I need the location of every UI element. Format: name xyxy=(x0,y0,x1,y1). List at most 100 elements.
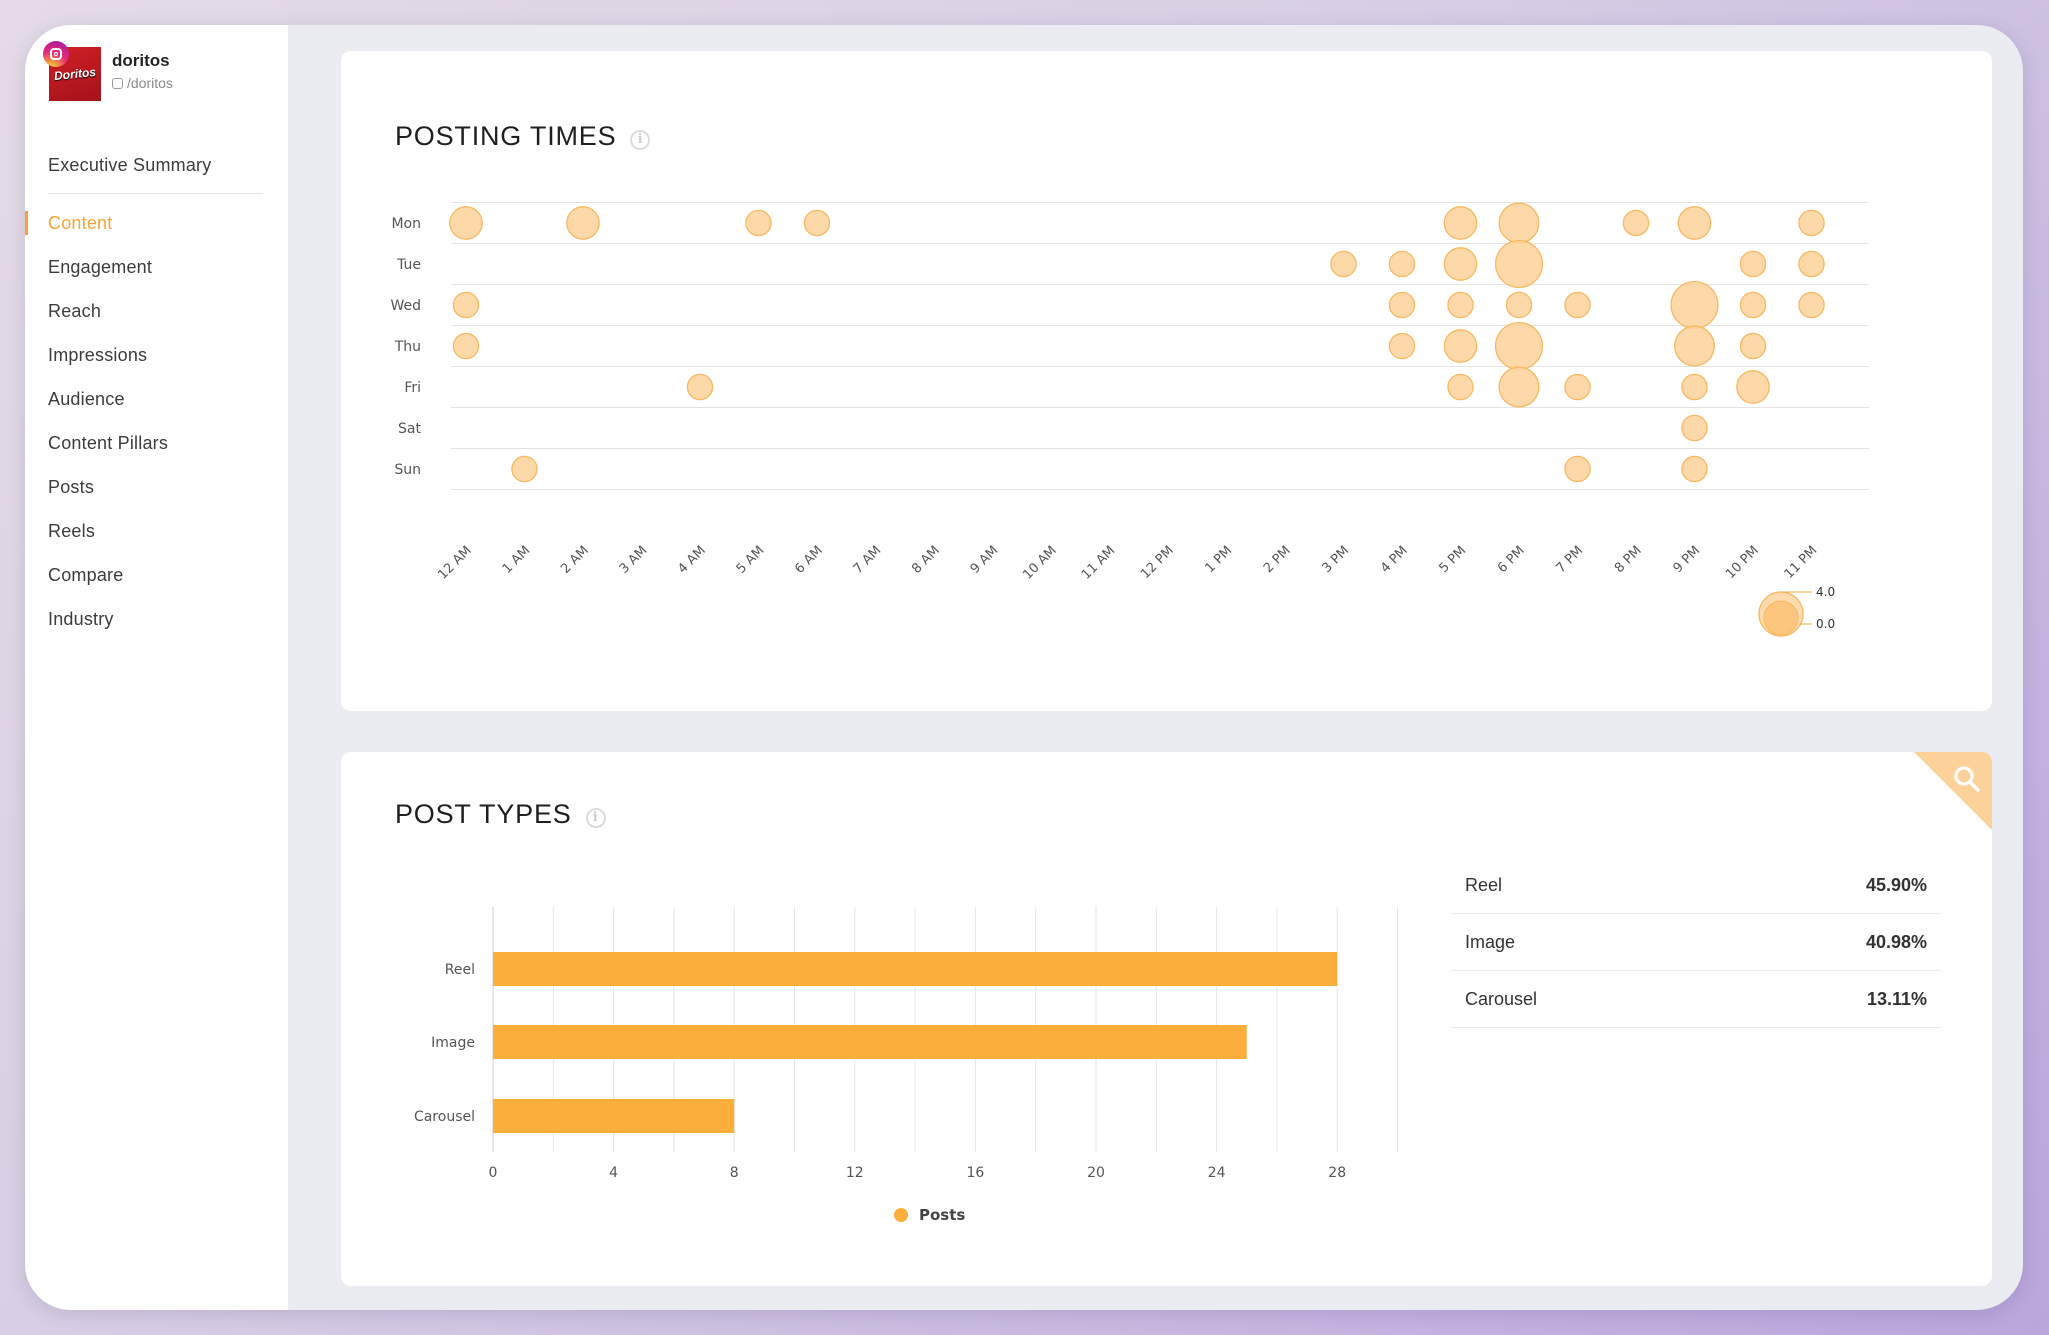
x-tick-label: 16 xyxy=(966,1165,984,1181)
sidebar-item-reach[interactable]: Reach xyxy=(48,301,102,321)
y-tick-label: Tue xyxy=(396,257,421,273)
stat-value: 40.98% xyxy=(1865,932,1927,952)
bubble-point xyxy=(1798,291,1825,319)
bubble-point xyxy=(452,332,480,360)
bubble-point xyxy=(1498,366,1540,408)
info-icon[interactable]: i xyxy=(585,808,606,828)
post-types-stats: Reel 45.90% Image 40.98% Carousel 13.11% xyxy=(1451,857,1941,1028)
bubble-point xyxy=(1564,373,1591,401)
x-tick-label: 6 AM xyxy=(792,543,826,577)
bubble-point xyxy=(1681,373,1708,401)
bubble-point xyxy=(1681,414,1708,442)
search-icon[interactable] xyxy=(1952,764,1982,794)
bubble-point xyxy=(1798,209,1825,237)
brand-handle-text: /doritos xyxy=(127,75,173,91)
brand-header[interactable]: Doritos doritos /doritos xyxy=(43,41,289,107)
sidebar-item-compare[interactable]: Compare xyxy=(48,565,124,585)
sidebar-item-audience[interactable]: Audience xyxy=(48,389,125,409)
bubble-point xyxy=(745,209,772,237)
bubble-point xyxy=(1494,321,1544,371)
bubble-point xyxy=(1564,455,1591,483)
bubble-point xyxy=(452,291,480,319)
bubble-point xyxy=(1798,250,1825,278)
bubble-point xyxy=(1505,291,1533,319)
app-window: Doritos doritos /doritos Executive Summa… xyxy=(25,25,2023,1310)
bubble-point xyxy=(686,373,714,401)
size-legend-small xyxy=(1763,600,1799,636)
x-tick-label: 0 xyxy=(489,1165,498,1181)
bubble-point xyxy=(1443,329,1478,363)
stat-label: Image xyxy=(1465,932,1516,952)
bubble-point xyxy=(1677,206,1712,240)
x-tick-label: 3 PM xyxy=(1319,543,1352,576)
sidebar-item-engagement[interactable]: Engagement xyxy=(48,257,153,277)
sidebar-item-impressions[interactable]: Impressions xyxy=(48,345,148,365)
legend-marker xyxy=(894,1208,908,1222)
posting-times-title: POSTING TIMES i xyxy=(395,121,651,152)
x-tick-label: 8 AM xyxy=(909,543,943,577)
x-tick-label: 3 AM xyxy=(617,543,651,577)
y-tick-label: Fri xyxy=(404,380,421,396)
x-tick-label: 24 xyxy=(1208,1165,1226,1181)
x-tick-label: 1 PM xyxy=(1202,543,1235,576)
posting-times-title-text: POSTING TIMES xyxy=(395,121,617,151)
x-tick-label: 4 PM xyxy=(1378,543,1411,576)
stat-value: 13.11% xyxy=(1866,989,1927,1009)
post-types-title-text: POST TYPES xyxy=(395,799,572,829)
post-types-title: POST TYPES i xyxy=(395,799,606,830)
bubble-point xyxy=(1494,239,1544,289)
sidebar-item-posts[interactable]: Posts xyxy=(48,477,95,497)
sidebar-item-industry[interactable]: Industry xyxy=(48,609,114,629)
bubble-point xyxy=(1447,291,1474,319)
y-tick-label: Mon xyxy=(391,216,421,232)
x-tick-label: 7 AM xyxy=(851,543,885,577)
x-tick-label: 1 AM xyxy=(500,543,534,577)
x-tick-label: 7 PM xyxy=(1553,543,1586,576)
post-types-card: POST TYPES i 0 4 8 12 16 20 24 28 Reel Image Carous… xyxy=(341,752,1992,1286)
y-tick-label: Carousel xyxy=(414,1109,475,1125)
x-tick-label: 5 AM xyxy=(734,543,768,577)
y-tick-label: Image xyxy=(431,1035,475,1051)
bubble-point xyxy=(1739,332,1767,360)
size-legend-label: 4.0 xyxy=(1816,585,1835,599)
brand-logo-text: Doritos xyxy=(53,64,97,84)
stat-label: Carousel xyxy=(1465,989,1538,1009)
y-tick-label: Reel xyxy=(445,962,475,978)
x-tick-label: 4 xyxy=(609,1165,618,1181)
sidebar-item-executive-summary[interactable]: Executive Summary xyxy=(25,143,288,194)
sidebar-nav: Executive Summary Content Engagement Reach I… xyxy=(25,143,288,641)
bubble-point xyxy=(1330,250,1357,278)
x-tick-label: 10 PM xyxy=(1723,543,1762,582)
sidebar-item-content[interactable]: Content xyxy=(25,201,288,245)
bubble-point xyxy=(803,209,831,237)
x-tick-label: 11 AM xyxy=(1079,543,1118,582)
x-tick-label: 5 PM xyxy=(1436,543,1469,576)
x-tick-label: 6 PM xyxy=(1495,543,1528,576)
bubble-point xyxy=(1674,325,1715,367)
bubble-point xyxy=(1443,206,1478,240)
x-tick-label: 2 AM xyxy=(558,543,592,577)
stat-row: Image 40.98% xyxy=(1451,914,1941,971)
bubble-point xyxy=(1681,455,1708,483)
info-icon[interactable]: i xyxy=(630,130,651,150)
brand-handle: /doritos xyxy=(112,75,173,91)
bar xyxy=(493,1025,1247,1059)
y-tick-label: Thu xyxy=(394,339,421,355)
y-tick-label: Sat xyxy=(398,421,421,437)
x-tick-label: 2 PM xyxy=(1261,543,1294,576)
bubble-point xyxy=(1670,280,1719,330)
posting-times-card: POSTING TIMES i Mon Tue Wed Thu Fri Sat Sun 12 A… xyxy=(341,51,1992,711)
x-tick-label: 11 PM xyxy=(1782,543,1821,582)
stat-label: Reel xyxy=(1465,875,1503,895)
x-tick-label: 9 AM xyxy=(968,543,1002,577)
bubble-point xyxy=(1388,250,1416,278)
sidebar-item-content-pillars[interactable]: Content Pillars xyxy=(48,433,169,453)
sidebar: Doritos doritos /doritos Executive Summa… xyxy=(25,25,288,1310)
stat-row: Carousel 13.11% xyxy=(1451,971,1941,1028)
x-tick-label: 8 PM xyxy=(1612,543,1645,576)
x-tick-label: 4 AM xyxy=(675,543,709,577)
instagram-icon xyxy=(43,41,69,67)
stat-value: 45.90% xyxy=(1865,875,1927,895)
bar xyxy=(493,1099,735,1133)
sidebar-item-reels[interactable]: Reels xyxy=(48,521,96,541)
